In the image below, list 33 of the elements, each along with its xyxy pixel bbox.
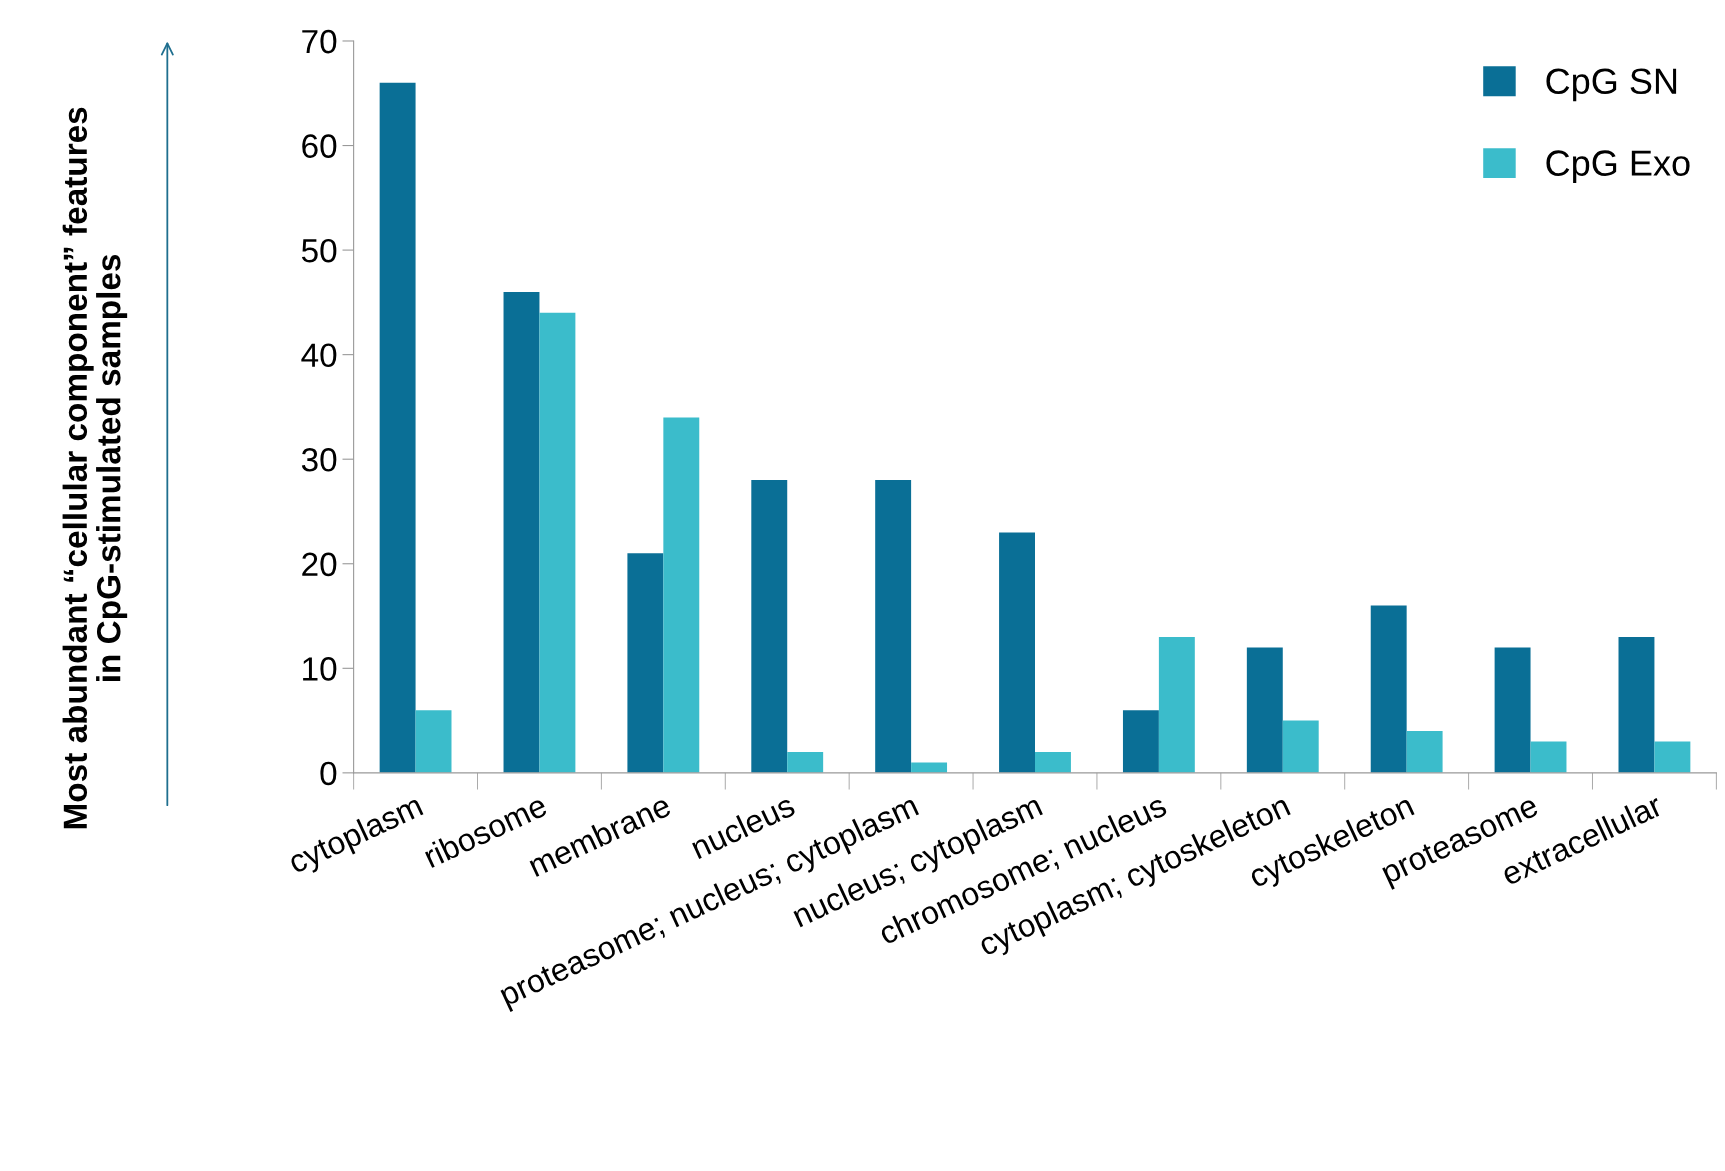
bar [875,480,912,773]
y-tick-label: 10 [303,657,337,681]
y-tick-label: 60 [302,134,337,158]
bar [415,710,452,773]
legend-label: CpG SN [1546,68,1677,102]
bar [911,762,948,773]
bar [1122,710,1159,773]
bar [999,532,1035,773]
bar [539,312,576,773]
bar [1246,647,1283,773]
y-tick-label: 20 [302,552,337,577]
bar [751,480,788,773]
bar [1618,636,1655,773]
bar [1406,731,1443,773]
bar [1035,751,1071,773]
bar [1370,605,1407,773]
y-axis-title: Most abundant “cellular component” features in CpG-stimulated samples [62,107,128,829]
bar [1494,647,1531,773]
bar [787,751,824,773]
bar [503,291,540,773]
bar [627,553,664,773]
legend-label: CpG Exo [1546,150,1690,184]
bar [1158,636,1195,773]
bar [1530,741,1567,773]
bar [379,82,416,773]
y-tick-label: 70 [302,29,337,54]
bar [1282,720,1319,773]
y-tick-label: 50 [301,238,337,263]
y-tick-label: 0 [320,761,337,786]
bar [1654,741,1691,773]
y-tick-label: 40 [301,343,337,368]
y-tick-label: 30 [301,448,337,472]
bar [663,417,700,773]
